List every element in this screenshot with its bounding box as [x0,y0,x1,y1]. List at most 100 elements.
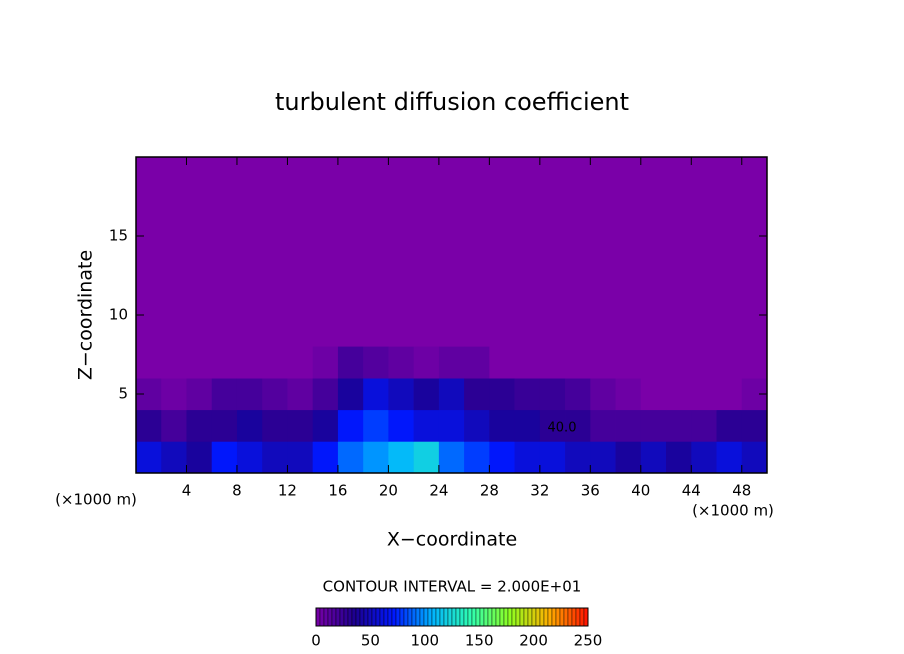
colorbar-swatch [563,607,569,627]
heatmap-cell [464,346,490,379]
colorbar-tick-label: 150 [465,632,494,650]
heatmap-cell [438,441,465,474]
heatmap-cell [388,378,414,411]
x-tick-label: 20 [379,482,398,500]
heatmap-cell [186,378,213,411]
heatmap-cell [236,346,263,379]
heatmap-cell [136,409,162,442]
heatmap-cell [413,378,440,411]
heatmap-cell [514,409,541,442]
colorbar-swatch [343,607,349,627]
colorbar-swatch [407,607,413,627]
heatmap-cell [590,346,616,379]
heatmap-cell [236,409,263,442]
heatmap-cell [666,441,692,474]
colorbar-swatch [511,607,517,627]
colorbar-swatch [447,607,453,627]
heatmap-cell [539,346,566,379]
heatmap-cell [615,378,642,411]
heatmap-cell [388,346,414,379]
heatmap-cell [337,378,364,411]
heatmap-cell [539,409,566,442]
heatmap-cell [136,441,162,474]
x-tick-label: 8 [232,482,242,500]
x-axis-label: X−coordinate [387,529,517,551]
colorbar-swatch [547,607,553,627]
heatmap-cell [211,346,238,379]
colorbar-swatch [419,607,425,627]
colorbar-tick-label: 0 [311,632,321,650]
colorbar-swatch [555,607,561,627]
colorbar-swatch [323,607,329,627]
colorbar-swatch [543,607,549,627]
heatmap-cell [565,346,591,379]
colorbar-swatch [387,607,393,627]
y-axis-label: Z−coordinate [75,250,97,380]
heatmap-cell [666,409,692,442]
heatmap-cell [287,346,313,379]
chart-title: turbulent diffusion coefficient [275,88,629,116]
heatmap-cell [337,409,364,442]
heatmap-cell [489,409,515,442]
colorbar-swatch [391,607,397,627]
x-tick-label: 24 [429,482,448,500]
heatmap-cell [211,441,238,474]
contour-interval: CONTOUR INTERVAL = 2.000E+01 [323,578,582,596]
x-tick-label: 40 [631,482,650,500]
heatmap-cell [388,441,414,474]
heatmap-cell [514,378,541,411]
colorbar-swatch [379,607,385,627]
colorbar-swatch [451,607,457,627]
heatmap-cell [312,378,339,411]
colorbar-swatch [475,607,481,627]
heatmap-cell [640,409,667,442]
heatmap-cell [666,346,692,379]
heatmap-cell [211,378,238,411]
heatmap-cell [236,378,263,411]
colorbar-swatch [519,607,525,627]
heatmap-cell [211,409,238,442]
colorbar-swatch [411,607,417,627]
heatmap-cell [464,409,490,442]
heatmap-cell [438,346,465,379]
heatmap-cell [337,441,364,474]
x-tick-label: 36 [581,482,600,500]
colorbar-swatch [503,607,509,627]
colorbar-swatch [371,607,377,627]
colorbar-swatch [347,607,353,627]
heatmap-cell [590,409,616,442]
colorbar-swatch [471,607,477,627]
heatmap-cell [161,378,187,411]
colorbar-swatch [327,607,333,627]
heatmap-cell [262,346,288,379]
field [136,157,768,474]
colorbar-swatch [559,607,565,627]
colorbar-swatch [515,607,521,627]
colorbar-swatch [523,607,529,627]
colorbar-swatch [319,607,325,627]
colorbar-tick-label: 200 [519,632,548,650]
colorbar-swatch [483,607,489,627]
heatmap-cell [716,346,743,379]
heatmap-cell [262,409,288,442]
heatmap-cell [539,441,566,474]
heatmap-cell [363,346,389,379]
heatmap-cell [287,441,313,474]
heatmap-cell [186,346,213,379]
colorbar-frame [315,607,589,627]
heatmap-cell [312,441,339,474]
colorbar-swatch [439,607,445,627]
heatmap-cell [287,409,313,442]
heatmap-cell [161,346,187,379]
heatmap-cell [741,346,768,379]
heatmap-cell [413,441,440,474]
y-tick-label: 15 [109,227,128,245]
colorbar-swatch [339,607,345,627]
heatmap-cell [716,409,743,442]
heatmap-cell [590,378,616,411]
x-unit-label: (×1000 m) [692,502,774,520]
heatmap-cell [716,378,743,411]
colorbar-swatch [507,607,513,627]
x-tick-label: 4 [182,482,192,500]
